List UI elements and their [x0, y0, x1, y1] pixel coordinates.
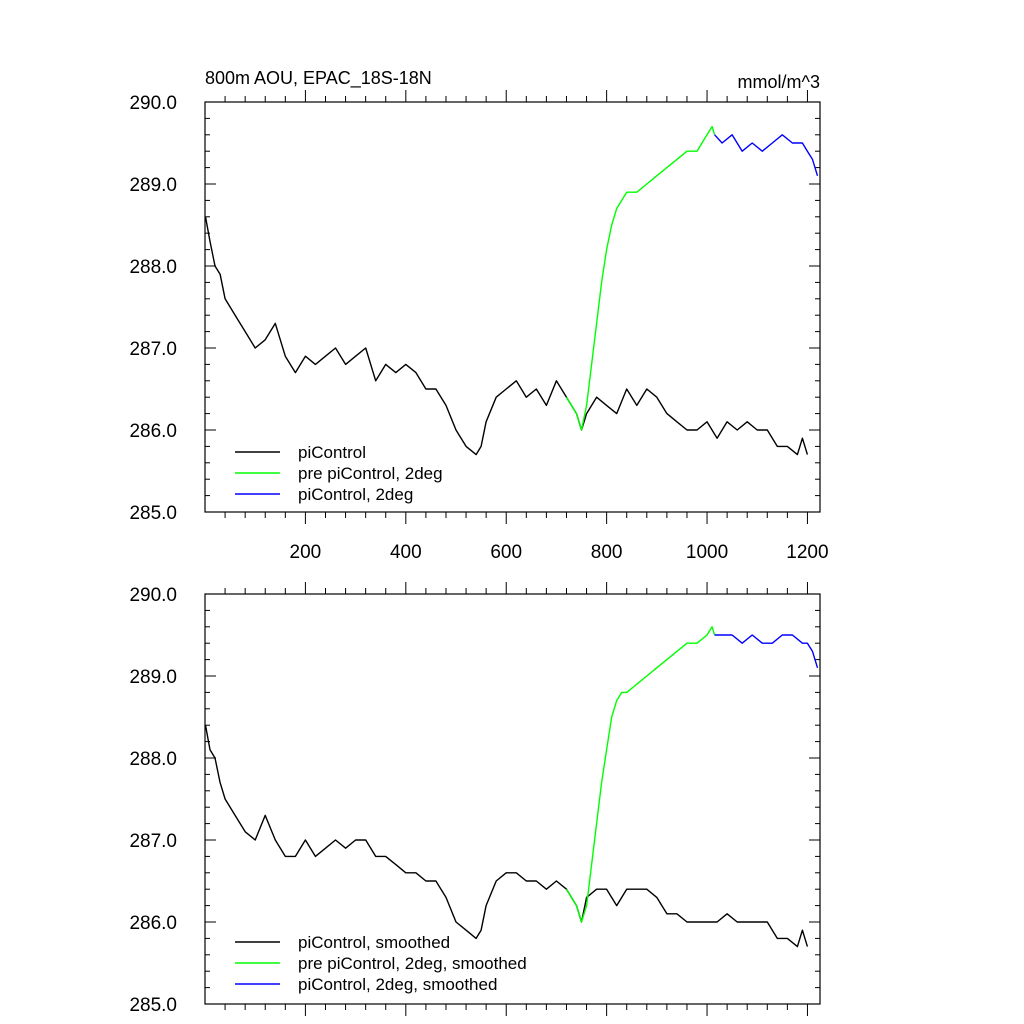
- y-tick-label: 290.0: [129, 93, 177, 114]
- y-tick-label: 288.0: [129, 257, 177, 278]
- y-tick-label: 288.0: [129, 749, 177, 770]
- x-tick-label: 800: [591, 542, 623, 563]
- y-tick-label: 286.0: [129, 421, 177, 442]
- x-tick-label: 1200: [786, 542, 828, 563]
- bottom-plot-lines: [204, 626, 819, 948]
- x-tick-label: 200: [290, 542, 322, 563]
- legend-label: pre piControl, 2deg, smoothed: [298, 954, 527, 973]
- series-line-1: [565, 125, 716, 431]
- series-line-0: [204, 725, 809, 948]
- top-panel: 800m AOU, EPAC_18S-18N mmol/m^3 285.0 286…: [129, 68, 828, 563]
- series-line-1: [565, 626, 716, 923]
- series-line-0: [204, 216, 809, 456]
- y-tick-label: 286.0: [129, 913, 177, 934]
- legend-label: piControl, 2deg, smoothed: [298, 975, 497, 994]
- legend-label: piControl, 2deg: [298, 485, 413, 504]
- top-plot-frame: [204, 101, 821, 513]
- chart-title: 800m AOU, EPAC_18S-18N: [205, 68, 432, 89]
- x-tick-label: 1000: [686, 542, 728, 563]
- series-line-2: [714, 134, 819, 177]
- bottom-plot-frame: [204, 593, 821, 1005]
- units-label: mmol/m^3: [738, 72, 820, 92]
- y-tick-label: 287.0: [129, 339, 177, 360]
- y-tick-label: 285.0: [129, 503, 177, 524]
- y-tick-label: 285.0: [129, 995, 177, 1016]
- y-tick-label: 289.0: [129, 667, 177, 688]
- x-tick-label: 400: [390, 542, 422, 563]
- top-axes-ticks: 285.0 286.0 287.0 288.0 289.0 290.0 200 400 600 8…: [129, 90, 829, 563]
- series-line-2: [714, 634, 819, 669]
- bottom-axes-ticks: 285.0 286.0 287.0 288.0 289.0 290.0: [129, 582, 820, 1016]
- top-legend: piControl pre piControl, 2deg piControl, 2…: [235, 443, 443, 504]
- bottom-panel: 285.0 286.0 287.0 288.0 289.0 290.0 piControl…: [129, 582, 821, 1016]
- x-tick-label: 600: [490, 542, 522, 563]
- legend-label: pre piControl, 2deg: [298, 464, 443, 483]
- bottom-legend: piControl, smoothed pre piControl, 2deg, …: [235, 933, 527, 994]
- legend-label: piControl: [298, 443, 366, 462]
- y-tick-label: 290.0: [129, 585, 177, 606]
- y-tick-label: 287.0: [129, 831, 177, 852]
- y-tick-label: 289.0: [129, 175, 177, 196]
- top-plot-lines: [204, 125, 819, 456]
- legend-label: piControl, smoothed: [298, 933, 450, 952]
